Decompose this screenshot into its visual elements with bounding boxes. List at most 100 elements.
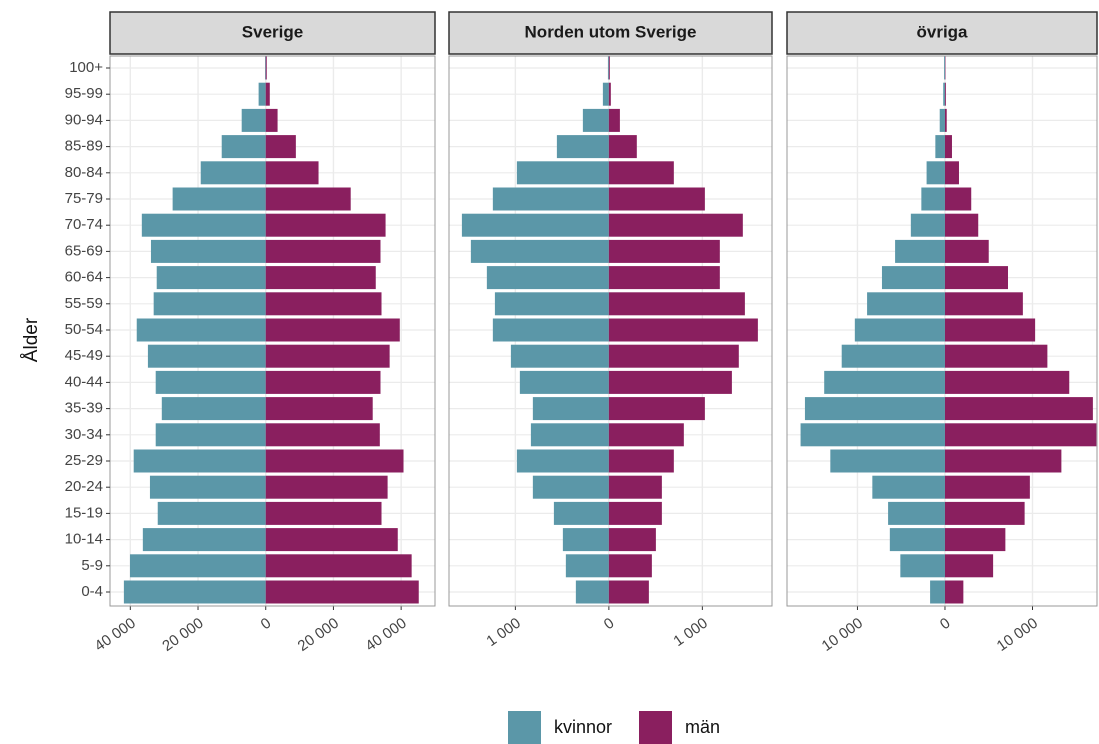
bar	[944, 501, 1025, 525]
y-tick-label: 55-59	[65, 295, 103, 312]
bar	[608, 501, 662, 525]
bar	[461, 213, 609, 237]
panel-border	[448, 55, 773, 607]
bar	[944, 108, 947, 132]
bar	[944, 370, 1070, 394]
y-tick-label: 45-49	[65, 347, 103, 364]
bar	[944, 318, 1036, 342]
y-tick-label: 20-24	[65, 478, 103, 495]
y-tick-label: 65-69	[65, 242, 103, 259]
y-tick-label: 90-94	[65, 111, 103, 128]
bar	[157, 501, 266, 525]
strip	[109, 11, 436, 55]
bar	[265, 501, 382, 525]
bar	[136, 318, 266, 342]
bar	[944, 161, 959, 185]
bar	[510, 344, 609, 368]
bar	[895, 239, 945, 263]
strip	[786, 11, 1098, 55]
y-tick-label: 100+	[69, 59, 103, 76]
bar	[900, 554, 945, 578]
bar	[172, 187, 266, 211]
bar	[153, 292, 266, 316]
bar	[265, 56, 266, 80]
y-tick-label: 25-29	[65, 452, 103, 469]
bar	[258, 82, 266, 106]
bar	[943, 82, 945, 106]
bar	[265, 580, 419, 604]
bar	[575, 580, 609, 604]
bar	[486, 266, 609, 290]
bar	[608, 528, 656, 552]
bar	[608, 56, 610, 80]
y-tick-label: 95-99	[65, 85, 103, 102]
x-tick-label: 20 000	[295, 615, 342, 655]
bar	[854, 318, 945, 342]
bar	[265, 108, 278, 132]
bar	[944, 187, 972, 211]
bar	[944, 135, 952, 159]
bar	[265, 528, 398, 552]
y-tick-label: 40-44	[65, 373, 103, 390]
x-tick-label: 0	[937, 615, 954, 634]
bar	[265, 82, 270, 106]
bar	[265, 56, 267, 80]
bar	[265, 213, 386, 237]
panel-border	[109, 55, 436, 607]
bar	[944, 423, 1097, 447]
bar	[608, 580, 649, 604]
bar	[867, 292, 945, 316]
bar	[608, 423, 684, 447]
bar	[944, 528, 1006, 552]
bar	[265, 370, 381, 394]
bar	[155, 370, 266, 394]
bar	[241, 108, 266, 132]
bar	[944, 475, 1030, 499]
bar	[142, 528, 266, 552]
y-tick-label: 30-34	[65, 426, 103, 443]
legend-label: män	[685, 717, 720, 737]
bar	[265, 266, 376, 290]
bar	[608, 135, 637, 159]
bar	[944, 292, 1023, 316]
bar	[889, 528, 945, 552]
x-tick-label: 40 000	[362, 615, 409, 655]
bar	[872, 475, 945, 499]
bar	[562, 528, 609, 552]
y-axis-label: Ålder	[21, 317, 42, 362]
bar	[888, 501, 945, 525]
bar	[607, 56, 609, 80]
bar	[494, 292, 609, 316]
bar	[265, 318, 400, 342]
bar	[150, 239, 266, 263]
bar	[265, 449, 404, 473]
bar	[155, 423, 266, 447]
x-tick-label: 1 000	[483, 615, 524, 650]
bar	[516, 449, 609, 473]
bar	[265, 135, 296, 159]
x-tick-label: 10 000	[819, 615, 866, 655]
bar	[265, 554, 412, 578]
legend-swatch	[639, 711, 672, 744]
bar	[830, 449, 945, 473]
bar	[149, 475, 266, 499]
bar	[944, 397, 1093, 421]
bar	[608, 213, 743, 237]
bar	[608, 344, 739, 368]
y-tick-label: 70-74	[65, 216, 103, 233]
y-tick-label: 85-89	[65, 138, 103, 155]
bar	[265, 187, 351, 211]
bar	[129, 554, 266, 578]
bar	[602, 82, 609, 106]
y-tick-label: 10-14	[65, 531, 103, 548]
bar	[608, 266, 720, 290]
bar	[944, 56, 945, 80]
y-tick-label: 5-9	[81, 557, 103, 574]
bar	[944, 82, 946, 106]
bar	[944, 580, 964, 604]
panel-title: Norden utom Sverige	[525, 22, 697, 41]
bar	[608, 292, 745, 316]
bar	[530, 423, 609, 447]
legend-label: kvinnor	[554, 717, 612, 737]
bar	[265, 423, 380, 447]
